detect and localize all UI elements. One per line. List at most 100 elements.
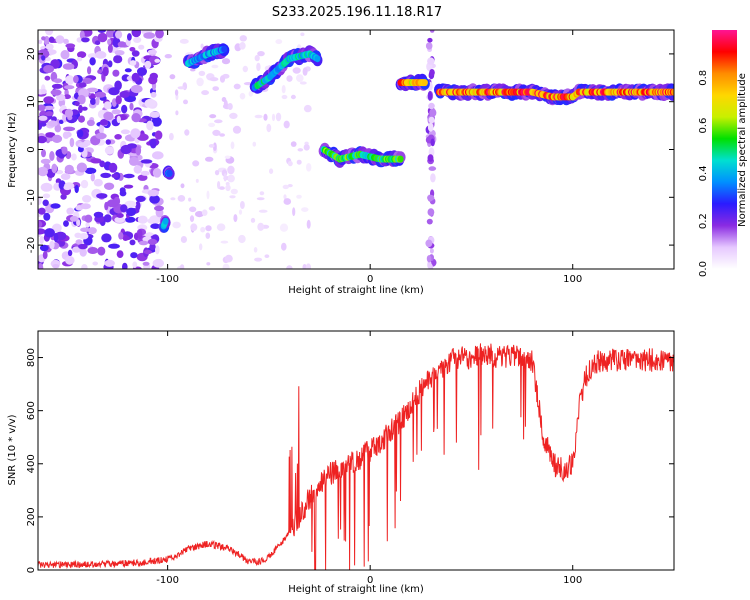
heatmap-cell — [149, 111, 160, 118]
heatmap-cell — [154, 58, 161, 63]
heatmap-cell — [144, 98, 156, 108]
heatmap-cell — [225, 184, 231, 192]
heatmap-cell — [135, 195, 146, 202]
heatmap-cell — [214, 170, 220, 176]
heatmap-cell — [108, 162, 118, 173]
heatmap-cell — [130, 128, 141, 139]
colorbar-tick-label: 0.0 — [698, 261, 709, 277]
heatmap-cell — [429, 30, 435, 33]
heatmap-cell — [212, 86, 219, 91]
heatmap-cell — [221, 58, 231, 65]
x-tick-label: -100 — [156, 274, 179, 285]
heatmap-cell — [43, 96, 55, 104]
heatmap-cell — [233, 83, 241, 90]
heatmap-cell — [143, 32, 156, 39]
heatmap-cell — [79, 233, 89, 240]
heatmap-cell — [129, 239, 136, 246]
heatmap-cell — [63, 85, 75, 90]
heatmap-cell — [50, 89, 62, 96]
heatmap-cell — [82, 77, 93, 84]
colorbar-ticks: 0.0 0.2 0.4 0.6 0.8 — [698, 70, 709, 277]
heatmap-cell — [122, 262, 128, 269]
heatmap-cell — [124, 236, 130, 241]
heatmap-cell — [85, 222, 90, 228]
heatmap-cell — [38, 220, 43, 228]
heatmap-cell — [64, 182, 75, 190]
y-tick-label: 20 — [26, 48, 37, 61]
heatmap-cell — [123, 173, 135, 179]
heatmap-cell — [169, 74, 176, 80]
heatmap-cell — [66, 207, 74, 215]
heatmap-cell — [89, 57, 96, 66]
heatmap-cell — [54, 124, 62, 133]
colorbar-tick-label: 0.6 — [698, 118, 709, 134]
heatmap-cell — [303, 104, 312, 113]
heatmap-cell — [230, 188, 238, 195]
heatmap-cell — [143, 249, 153, 255]
heatmap-cell — [90, 173, 96, 182]
heatmap-cell — [128, 156, 139, 166]
heatmap-cell — [147, 49, 157, 55]
heatmap-cell — [40, 182, 53, 192]
heatmap-cell — [44, 228, 55, 238]
heatmap-cell — [102, 66, 109, 77]
heatmap-cell — [97, 69, 103, 74]
heatmap-cell — [38, 115, 48, 121]
heatmap-cell — [114, 134, 122, 140]
heatmap-cell — [96, 193, 108, 199]
heatmap-cell — [80, 227, 90, 233]
heatmap-cell — [103, 101, 112, 110]
heatmap-cell — [135, 145, 142, 156]
heatmap-cell — [303, 144, 310, 151]
heatmap-cell — [44, 75, 51, 81]
heatmap-cell — [301, 207, 309, 213]
heatmap-cell — [81, 37, 90, 43]
heatmap-cell — [258, 209, 268, 213]
heatmap-cell — [296, 194, 302, 199]
heatmap-cell — [39, 244, 49, 252]
heatmap-cell — [73, 75, 79, 84]
heatmap-cell — [78, 115, 85, 123]
heatmap-cell — [224, 254, 233, 263]
heatmap-cell — [253, 247, 258, 253]
heatmap-cell — [107, 60, 113, 68]
heatmap-cell — [63, 38, 69, 45]
heatmap-cell — [214, 119, 223, 124]
heatmap-cell — [77, 94, 86, 105]
heatmap-cell — [189, 206, 197, 213]
heatmap-cell — [95, 96, 100, 106]
heatmap-cell — [147, 189, 159, 197]
heatmap-cell — [217, 181, 221, 189]
heatmap-cell — [133, 36, 142, 44]
heatmap-cell — [200, 43, 204, 49]
heatmap-cell — [93, 211, 104, 218]
heatmap-cell — [100, 172, 112, 178]
heatmap-cell — [286, 265, 293, 269]
heatmap-cell — [201, 209, 208, 216]
heatmap-cell — [166, 169, 173, 177]
heatmap-cell — [151, 117, 162, 127]
heatmap-cell — [115, 30, 123, 39]
heatmap-cell — [131, 50, 140, 57]
snr-ylabel: SNR (10 * v/v) — [7, 414, 18, 485]
y-tick-label: -20 — [26, 237, 37, 253]
heatmap-cell — [38, 228, 46, 235]
heatmap-cell — [281, 94, 288, 100]
heatmap-cell — [116, 213, 124, 218]
heatmap-cell — [135, 201, 141, 211]
heatmap-cell — [397, 155, 404, 163]
heatmap-cell — [38, 195, 42, 206]
heatmap-cell — [147, 238, 158, 245]
heatmap-cell — [84, 214, 93, 223]
heatmap-cell — [81, 106, 88, 111]
heatmap-cell — [38, 104, 46, 111]
heatmap-cell — [428, 102, 435, 110]
heatmap-cell — [172, 221, 181, 229]
heatmap-cell — [195, 178, 199, 183]
heatmap-cell — [138, 44, 145, 50]
heatmap-cell — [283, 194, 287, 200]
heatmap-cell — [108, 87, 120, 96]
heatmap-cell — [201, 90, 210, 96]
heatmap-cell — [219, 133, 226, 137]
heatmap-cell — [79, 247, 87, 257]
